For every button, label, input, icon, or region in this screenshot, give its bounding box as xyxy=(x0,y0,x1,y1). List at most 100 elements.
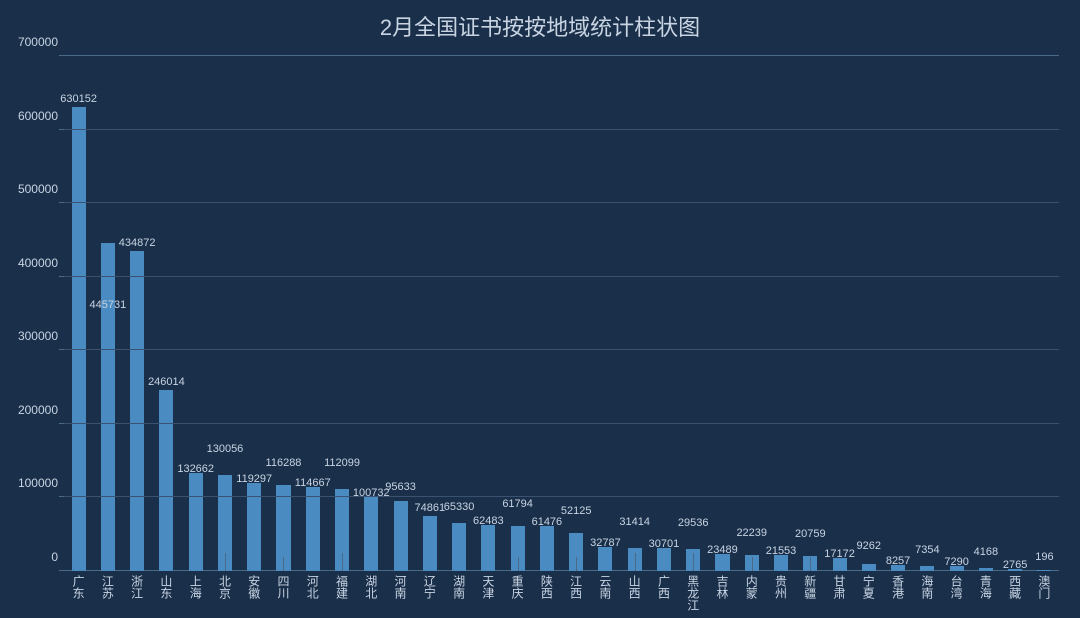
bar-slot: 21553贵州 xyxy=(766,56,795,571)
y-tick xyxy=(59,570,64,571)
value-connector xyxy=(342,553,343,571)
bar-slot: 130056北京 xyxy=(210,56,239,571)
bar: 95633 xyxy=(394,501,408,571)
value-connector xyxy=(752,557,753,571)
value-label: 132662 xyxy=(177,463,214,477)
x-axis-label: 贵州 xyxy=(773,571,790,599)
bar-slot: 119297安徽 xyxy=(240,56,269,571)
chart-container: 2月全国证书按按地域统计柱状图 630152广东445731江苏434872浙江… xyxy=(0,0,1080,618)
value-connector xyxy=(576,557,577,571)
x-axis-label: 内蒙 xyxy=(743,571,760,599)
x-axis-label: 浙江 xyxy=(129,571,146,599)
value-label: 246014 xyxy=(148,376,185,390)
value-connector xyxy=(693,553,694,571)
value-label: 65330 xyxy=(444,501,475,515)
value-label: 630152 xyxy=(60,93,97,107)
y-axis-label: 500000 xyxy=(6,182,58,196)
x-axis-label: 黑龙江 xyxy=(685,571,702,611)
y-tick xyxy=(59,423,64,424)
bar: 21553 xyxy=(774,555,788,571)
value-label: 119297 xyxy=(236,473,272,487)
y-tick xyxy=(59,349,64,350)
value-label: 116288 xyxy=(266,457,302,471)
value-label: 21553 xyxy=(766,545,797,559)
bar: 630152 xyxy=(72,107,86,571)
bar: 61476 xyxy=(540,526,554,571)
bar-slot: 95633河南 xyxy=(386,56,415,571)
bar: 9262 xyxy=(862,564,876,571)
x-axis-label: 宁夏 xyxy=(860,571,877,599)
bar-slot: 29536黑龙江 xyxy=(679,56,708,571)
y-tick xyxy=(59,276,64,277)
x-axis-label: 上海 xyxy=(187,571,204,599)
bars-group: 630152广东445731江苏434872浙江246014山东132662上海… xyxy=(64,56,1059,571)
bar: 23489 xyxy=(715,554,729,571)
x-axis-label: 西藏 xyxy=(1007,571,1024,599)
x-axis-label: 重庆 xyxy=(509,571,526,599)
x-axis-label: 江苏 xyxy=(99,571,116,599)
y-axis-label: 600000 xyxy=(6,109,58,123)
bar: 65330 xyxy=(452,523,466,571)
gridline xyxy=(64,129,1059,130)
y-axis-label: 100000 xyxy=(6,476,58,490)
bar: 112099 xyxy=(335,489,349,571)
bar: 20759 xyxy=(803,556,817,571)
value-label: 32787 xyxy=(590,537,621,551)
y-tick xyxy=(59,55,64,56)
value-label: 61476 xyxy=(532,516,563,530)
x-axis-label: 广东 xyxy=(70,571,87,599)
bar-slot: 31414山西 xyxy=(620,56,649,571)
bar: 114667 xyxy=(306,487,320,571)
x-axis-label: 山西 xyxy=(626,571,643,599)
bar: 52125 xyxy=(569,533,583,571)
x-axis-label: 辽宁 xyxy=(421,571,438,599)
x-axis-label: 北京 xyxy=(216,571,233,599)
bar-slot: 132662上海 xyxy=(181,56,210,571)
bar: 30701 xyxy=(657,548,671,571)
y-tick xyxy=(59,129,64,130)
bar-slot: 62483天津 xyxy=(474,56,503,571)
x-axis-label: 河南 xyxy=(392,571,409,599)
value-label: 7290 xyxy=(944,556,968,570)
x-axis-label: 福建 xyxy=(334,571,351,599)
bar-slot: 30701广西 xyxy=(649,56,678,571)
value-label: 130056 xyxy=(207,443,244,457)
x-axis-label: 云南 xyxy=(597,571,614,599)
value-label: 8257 xyxy=(886,555,910,569)
x-axis-label: 四川 xyxy=(275,571,292,599)
bar: 445731 xyxy=(101,243,115,571)
bar: 130056 xyxy=(218,475,232,571)
gridline xyxy=(64,202,1059,203)
x-axis-label: 安徽 xyxy=(246,571,263,599)
bar-slot: 65330湖南 xyxy=(444,56,473,571)
x-axis-label: 广西 xyxy=(655,571,672,599)
bar-slot: 630152广东 xyxy=(64,56,93,571)
bar: 31414 xyxy=(628,548,642,571)
bar-slot: 445731江苏 xyxy=(93,56,122,571)
bar-slot: 100732湖北 xyxy=(357,56,386,571)
x-axis-label: 新疆 xyxy=(802,571,819,599)
gridline xyxy=(64,276,1059,277)
x-axis-label: 海南 xyxy=(919,571,936,599)
bar-slot: 114667河北 xyxy=(298,56,327,571)
y-axis-label: 200000 xyxy=(6,403,58,417)
chart-title: 2月全国证书按按地域统计柱状图 xyxy=(0,10,1080,42)
bar-slot: 2765西藏 xyxy=(1001,56,1030,571)
bar-slot: 116288四川 xyxy=(269,56,298,571)
value-label: 17172 xyxy=(824,548,855,562)
value-connector xyxy=(283,557,284,571)
bar-slot: 22239内蒙 xyxy=(737,56,766,571)
x-axis-label: 陕西 xyxy=(538,571,555,599)
gridline xyxy=(64,423,1059,424)
y-axis-label: 0 xyxy=(6,550,58,564)
y-axis-label: 400000 xyxy=(6,256,58,270)
value-label: 114667 xyxy=(295,477,331,491)
bar: 116288 xyxy=(276,485,290,571)
bar-slot: 9262宁夏 xyxy=(854,56,883,571)
value-label: 20759 xyxy=(795,528,826,542)
bar-slot: 32787云南 xyxy=(591,56,620,571)
value-label: 31414 xyxy=(619,516,650,530)
value-label: 29536 xyxy=(678,517,709,531)
value-label: 95633 xyxy=(385,481,416,495)
bar-slot: 61794重庆 xyxy=(503,56,532,571)
